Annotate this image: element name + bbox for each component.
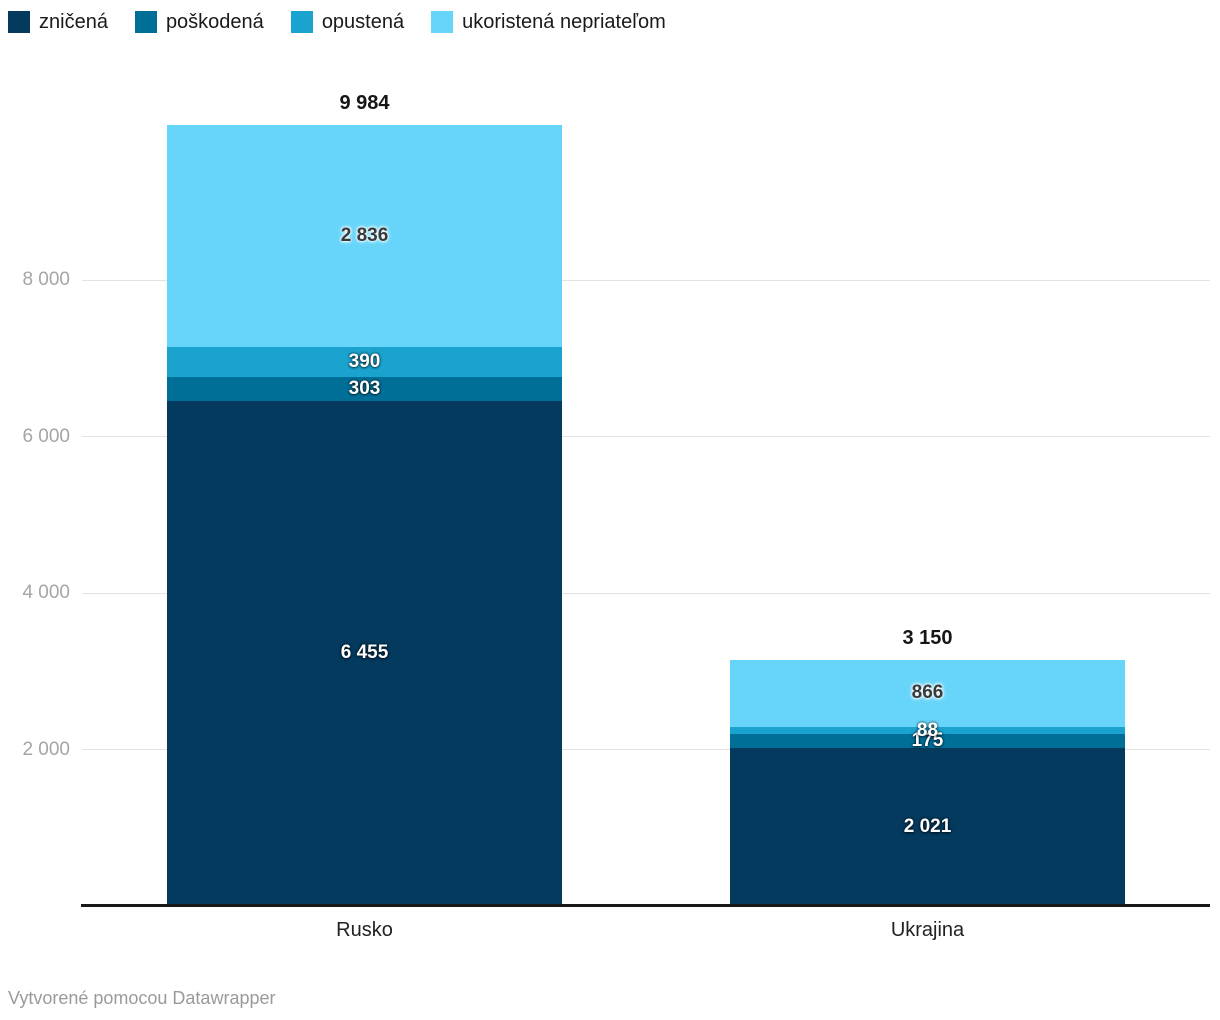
y-tick-label: 8 000 bbox=[22, 269, 70, 290]
gridline bbox=[82, 436, 1210, 437]
legend-item: zničená bbox=[8, 10, 108, 34]
legend-item: poškodená bbox=[134, 10, 264, 34]
legend-swatch bbox=[290, 11, 313, 33]
bar-segment[interactable] bbox=[730, 747, 1125, 906]
y-tick-label: 4 000 bbox=[22, 582, 70, 603]
legend-swatch bbox=[8, 11, 30, 33]
bar-total-label: 9 984 bbox=[339, 91, 390, 114]
gridline bbox=[82, 592, 1210, 594]
footer-credit: Vytvorené pomocou Datawrapper bbox=[8, 988, 276, 1008]
bar-segment[interactable] bbox=[167, 346, 562, 378]
bar-segment[interactable] bbox=[730, 659, 1125, 728]
legend-label: poškodená bbox=[165, 11, 264, 33]
bar-total-label: 3 150 bbox=[902, 626, 953, 649]
bar-segment[interactable] bbox=[730, 727, 1125, 735]
y-tick-label: 2 000 bbox=[22, 738, 70, 760]
bar-segment[interactable] bbox=[167, 124, 562, 347]
legend: zničená poškodená opustená ukoristená nepri… bbox=[8, 10, 666, 34]
legend-item: opustená bbox=[290, 10, 405, 34]
legend-swatch bbox=[134, 11, 157, 33]
bar-segment[interactable] bbox=[730, 734, 1125, 748]
bar-segment[interactable] bbox=[167, 400, 562, 906]
x-axis-line bbox=[81, 904, 1210, 907]
gridline bbox=[82, 279, 1210, 281]
legend-item: ukoristená nepriateľom bbox=[431, 10, 666, 34]
bar-segment[interactable] bbox=[167, 377, 562, 401]
legend-label: opustená bbox=[321, 11, 405, 33]
y-tick-label: 6 000 bbox=[22, 425, 70, 447]
legend-label: ukoristená nepriateľom bbox=[462, 11, 666, 33]
category-label: Ukrajina bbox=[890, 919, 965, 941]
category-label: Rusko bbox=[336, 919, 393, 941]
legend-label: zničená bbox=[39, 11, 108, 33]
gridline bbox=[82, 749, 1210, 750]
legend-swatch bbox=[431, 11, 454, 33]
